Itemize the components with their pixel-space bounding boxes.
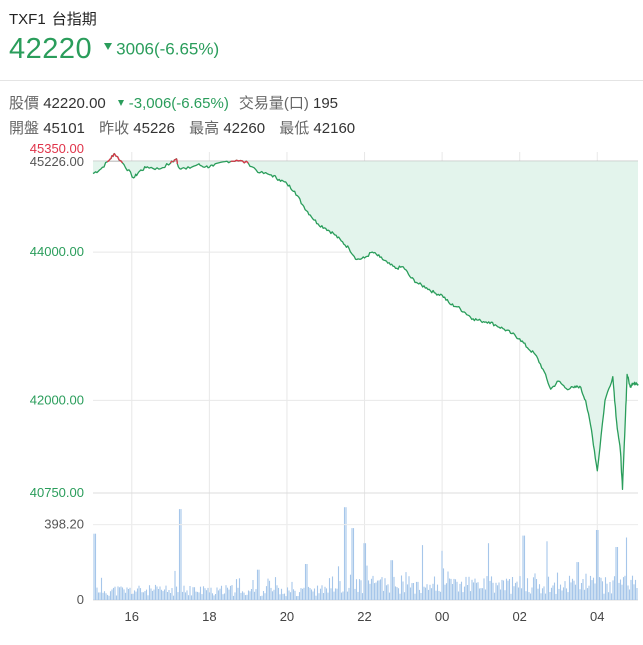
prev-close-label: 昨收 xyxy=(99,120,130,137)
price-line-above-close xyxy=(120,160,123,164)
price-axis-label: 44000.00 xyxy=(30,244,84,259)
price-value: 42220.00 xyxy=(43,95,106,112)
high-value: 42260 xyxy=(223,120,266,137)
quote-stats-row-1: 股價 42220.00 -3,006(-6.65%) 交易量(口) 195 xyxy=(9,92,348,113)
price-axis-label: 42000.00 xyxy=(30,392,84,407)
price-line-above-close xyxy=(243,160,247,164)
down-arrow-icon xyxy=(117,100,124,106)
price-label: 股價 xyxy=(9,95,40,112)
quote-stats-row-2: 開盤 45101 昨收 45226 最高 42260 最低 42160 xyxy=(9,117,365,138)
last-price: 42220 xyxy=(9,33,93,65)
instrument-symbol: TXF1 xyxy=(9,11,46,28)
price-area-fill xyxy=(93,161,638,490)
price-line-above-close xyxy=(172,159,176,163)
price-change: 3006(-6.65%) xyxy=(116,39,220,59)
low-value: 42160 xyxy=(313,120,356,137)
time-axis-label: 18 xyxy=(202,609,216,624)
volume-bars xyxy=(93,507,638,600)
time-axis-label: 04 xyxy=(590,609,604,624)
quote-summary: 42220 3006(-6.65%) xyxy=(9,33,219,69)
instrument-title: TXF1 台指期 xyxy=(9,8,97,29)
price-line-above-close xyxy=(234,159,237,162)
prev-close-value: 45226 xyxy=(133,120,175,137)
price-line-above-close xyxy=(171,160,173,163)
price-line-above-close xyxy=(106,160,110,163)
instrument-name: 台指期 xyxy=(51,11,97,28)
price-line-above-close xyxy=(236,159,239,162)
price-line-above-close xyxy=(116,156,120,161)
price-line xyxy=(92,152,639,490)
volume-label: 交易量(口) xyxy=(238,95,309,112)
time-axis-label: 00 xyxy=(435,609,449,624)
time-axis-label: 20 xyxy=(280,609,294,624)
high-label: 最高 xyxy=(189,120,220,137)
price-axis-label: 40750.00 xyxy=(30,485,84,500)
price-line-above-close xyxy=(241,160,245,164)
price-line-above-close xyxy=(245,160,249,164)
low-label: 最低 xyxy=(279,120,310,137)
change-value: -3,006(-6.65%) xyxy=(128,95,229,112)
price-line-above-close xyxy=(110,155,113,159)
header-divider xyxy=(0,80,643,81)
open-value: 45101 xyxy=(43,120,85,137)
price-line-above-close xyxy=(113,153,117,157)
price-axis-label: 45350.00 xyxy=(30,141,84,156)
time-axis-label: 22 xyxy=(357,609,371,624)
price-axis-label: 45226.00 xyxy=(30,154,84,169)
price-line-above-close xyxy=(118,159,121,162)
down-arrow-icon xyxy=(104,43,113,50)
volume-value: 195 xyxy=(313,95,339,112)
open-label: 開盤 xyxy=(9,120,40,137)
price-line-above-close xyxy=(112,154,115,157)
time-axis-label: 16 xyxy=(125,609,139,624)
volume-axis-label: 0 xyxy=(77,592,84,607)
price-line-above-close xyxy=(108,158,111,162)
volume-axis-label: 398.20 xyxy=(44,517,84,532)
time-axis-label: 02 xyxy=(512,609,526,624)
